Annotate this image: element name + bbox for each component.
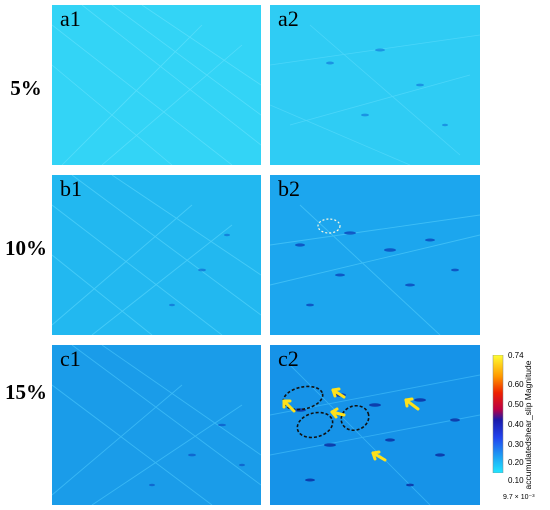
panel-label-a2: a2 xyxy=(278,6,299,31)
panel-a2-field xyxy=(270,5,480,165)
arrow-5 xyxy=(371,450,387,462)
panel-a1-field xyxy=(52,5,261,165)
panel-c2-background xyxy=(270,345,480,505)
panel-b2-background xyxy=(270,175,480,335)
panel-c2: c2 xyxy=(270,345,480,505)
colorbar: 0.74 0.60 0.50 0.40 0.30 0.20 0.10 9.7 ×… xyxy=(487,350,550,510)
panel-a1: a1 xyxy=(52,5,261,165)
panel-b1: b1 xyxy=(52,175,261,335)
panel-label-a1: a1 xyxy=(60,6,81,31)
arrow-1 xyxy=(282,399,296,413)
panel-c1-background xyxy=(52,345,261,505)
panel-b1-background xyxy=(52,175,261,335)
panel-c1-field xyxy=(52,345,261,505)
arrow-4 xyxy=(404,397,420,411)
colorbar-tick-6: 0.10 xyxy=(508,476,524,485)
colorbar-tick-7: 9.7 × 10⁻³ xyxy=(503,494,535,501)
panel-b2-field xyxy=(270,175,480,335)
colorbar-tick-2: 0.50 xyxy=(508,400,524,409)
panel-label-b1: b1 xyxy=(60,176,82,201)
panel-a1-background xyxy=(52,5,261,165)
colorbar-tick-0: 0.74 xyxy=(508,351,524,360)
dashed-ellipse-b2 xyxy=(317,218,341,234)
arrow-2 xyxy=(331,387,346,399)
arrows-c2 xyxy=(282,387,420,462)
row-label-15: 15% xyxy=(5,380,47,404)
panel-c2-field xyxy=(270,345,480,505)
panel-label-c2: c2 xyxy=(278,346,299,371)
row-label-5: 5% xyxy=(10,76,42,100)
colorbar-tick-3: 0.40 xyxy=(508,420,524,429)
colorbar-tick-1: 0.60 xyxy=(508,380,524,389)
panel-b1-field xyxy=(52,175,261,335)
panel-a2-background xyxy=(270,5,480,165)
dashed-ellipse-c2-3 xyxy=(340,404,370,432)
panel-b2: b2 xyxy=(270,175,480,335)
colorbar-tick-5: 0.20 xyxy=(508,458,524,467)
colorbar-tick-4: 0.30 xyxy=(508,440,524,449)
colorbar-gradient xyxy=(492,355,504,473)
panel-c1: c1 xyxy=(52,345,261,505)
panel-label-c1: c1 xyxy=(60,346,81,371)
panel-label-b2: b2 xyxy=(278,176,300,201)
row-label-10: 10% xyxy=(5,236,47,260)
panel-a2: a2 xyxy=(270,5,480,165)
arrow-3 xyxy=(330,407,346,419)
colorbar-title: accumulatedshear_slip Magnitude xyxy=(523,360,533,490)
